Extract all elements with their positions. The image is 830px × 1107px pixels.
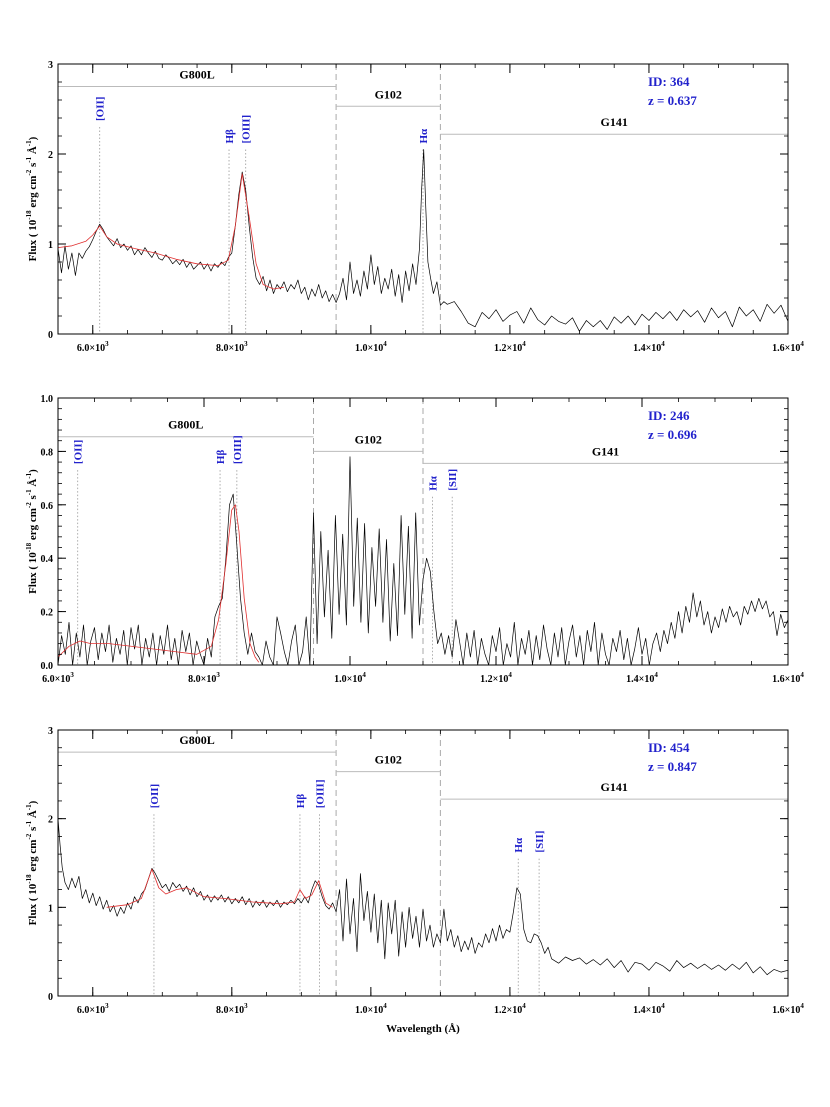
emission-line-label: [OII] xyxy=(95,97,107,121)
y-tick-label: 0.2 xyxy=(41,608,54,619)
x-tick-label: 8.0×103 xyxy=(188,671,220,685)
emission-line-label: Hβ xyxy=(295,794,307,809)
grism-label: G102 xyxy=(375,87,402,101)
y-tick-label: 3 xyxy=(48,60,53,71)
y-tick-label: 1.0 xyxy=(41,394,54,405)
grism-label: G141 xyxy=(601,115,628,129)
emission-line-label: [OIII] xyxy=(314,779,326,808)
spectrum-panel-id-364: G800L G102 G141 [OII] Hβ [OIII] Hα 0 1 2 3 6.0×103 8… xyxy=(25,60,804,354)
y-tick-label: 3 xyxy=(48,726,53,737)
x-tick-label: 8.0×103 xyxy=(216,1002,248,1016)
x-tick-label: 1.4×104 xyxy=(626,671,658,685)
x-tick-label: 8.0×103 xyxy=(216,340,248,354)
y-tick-label: 1 xyxy=(48,903,53,914)
redshift-label: z = 0.847 xyxy=(648,759,697,774)
y-tick-label: 1 xyxy=(48,240,53,251)
emission-line-label: [OII] xyxy=(149,784,161,808)
grism-label: G141 xyxy=(601,780,628,794)
x-axis-title: Wavelength (Å) xyxy=(386,1023,460,1035)
y-axis-title: Flux ( 10-18 erg cm-2 s-1 Å-1) xyxy=(25,136,39,261)
emission-line-label: Hβ xyxy=(224,129,236,144)
emission-line-label: Hβ xyxy=(215,450,227,465)
x-tick-label: 6.0×103 xyxy=(42,671,74,685)
y-tick-label: 0.6 xyxy=(41,501,54,512)
grism-label: G800L xyxy=(179,733,214,747)
redshift-label: z = 0.637 xyxy=(648,93,697,108)
grism-label: G102 xyxy=(375,753,402,767)
y-tick-label: 2 xyxy=(48,150,53,161)
plot-frame xyxy=(57,63,789,335)
grism-label: G800L xyxy=(168,418,203,432)
grism-label: G800L xyxy=(179,68,214,82)
x-tick-label: 1.0×104 xyxy=(334,671,366,685)
y-axis-title: Flux ( 10-18 erg cm-2 s-1 Å-1) xyxy=(25,469,39,594)
observed-spectrum-line xyxy=(57,149,789,332)
model-fit-line xyxy=(57,173,285,290)
redshift-label: z = 0.696 xyxy=(648,427,697,442)
spectrum-panel-id-454: G800L G102 G141 [OII] Hβ [OIII] Hα [SII] 0 1 2 3 6.0… xyxy=(25,726,804,1035)
object-id-label: ID: 364 xyxy=(648,74,690,89)
x-tick-label: 1.0×104 xyxy=(355,340,387,354)
y-tick-label: 0.4 xyxy=(41,554,54,565)
object-id-label: ID: 454 xyxy=(648,740,690,755)
plot-frame xyxy=(57,729,789,997)
observed-spectrum-line xyxy=(57,456,789,666)
x-tick-label: 1.2×104 xyxy=(494,1002,526,1016)
x-tick-label: 6.0×103 xyxy=(77,340,109,354)
x-tick-label: 1.2×104 xyxy=(480,671,512,685)
object-id-label: ID: 246 xyxy=(648,408,690,423)
emission-line-label: [SII] xyxy=(534,831,546,853)
spectrum-panel-id-246: G800L G102 G141 [OII] Hβ [OIII] Hα [SII] 0.0 0.2 0… xyxy=(25,394,804,685)
emission-line-label: Hα xyxy=(418,128,430,144)
y-tick-label: 0 xyxy=(48,992,53,1003)
y-tick-label: 0 xyxy=(48,330,53,341)
model-fit-line xyxy=(106,868,333,908)
emission-line-label: [OIII] xyxy=(232,435,244,464)
emission-line-label: Hα xyxy=(513,837,525,853)
x-tick-label: 1.4×104 xyxy=(633,1002,665,1016)
grism-label: G102 xyxy=(355,432,382,446)
model-fit-line xyxy=(57,504,260,663)
x-tick-label: 1.6×104 xyxy=(772,671,804,685)
emission-line-label: [SII] xyxy=(447,469,459,491)
x-tick-label: 6.0×103 xyxy=(77,1002,109,1016)
observed-spectrum-line xyxy=(57,818,789,976)
y-axis-title: Flux ( 10-18 erg cm-2 s-1 Å-1) xyxy=(25,800,39,925)
x-tick-label: 1.0×104 xyxy=(355,1002,387,1016)
y-tick-label: 0.0 xyxy=(41,661,54,672)
x-tick-label: 1.6×104 xyxy=(772,340,804,354)
y-tick-label: 2 xyxy=(48,815,53,826)
x-tick-label: 1.2×104 xyxy=(494,340,526,354)
grism-label: G141 xyxy=(592,444,619,458)
x-tick-label: 1.4×104 xyxy=(633,340,665,354)
x-tick-label: 1.6×104 xyxy=(772,1002,804,1016)
emission-line-label: Hα xyxy=(427,475,439,491)
emission-line-label: [OIII] xyxy=(241,115,253,144)
y-tick-label: 0.8 xyxy=(41,447,54,458)
emission-line-label: [OII] xyxy=(73,440,85,464)
